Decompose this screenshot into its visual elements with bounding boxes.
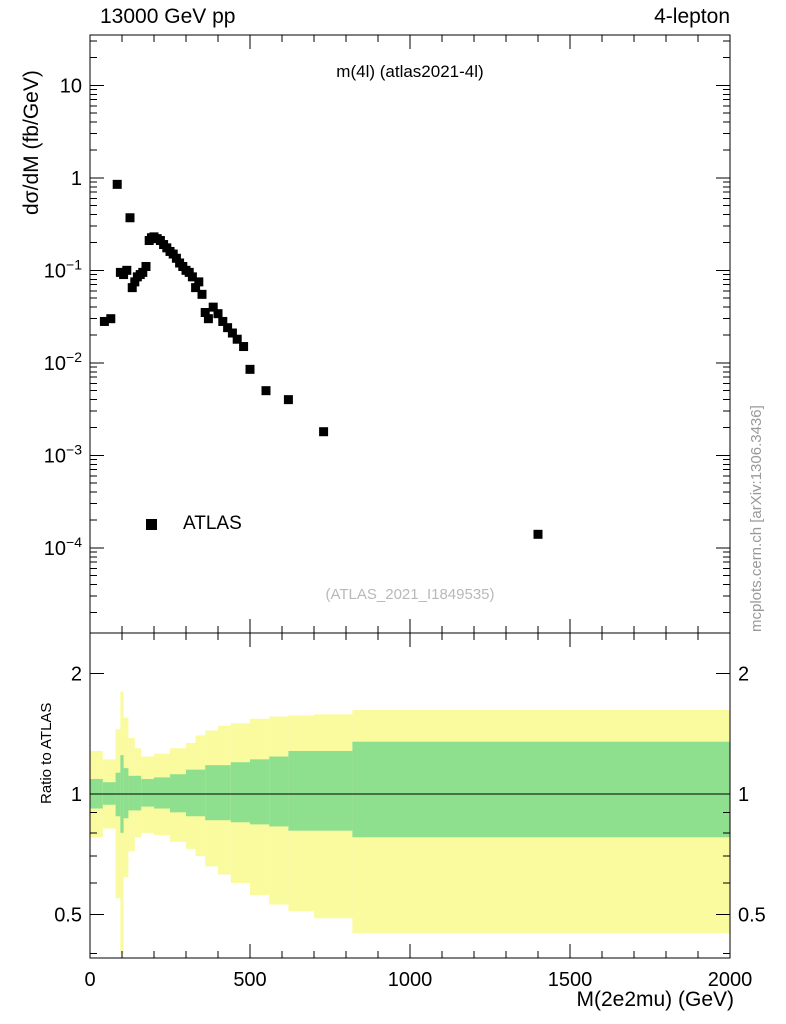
svg-text:0.5: 0.5 <box>54 905 82 927</box>
data-point <box>239 342 249 352</box>
svg-text:1: 1 <box>71 168 82 190</box>
data-point <box>130 277 140 287</box>
data-point <box>533 529 543 539</box>
header-analysis-label: 4-lepton <box>654 5 730 28</box>
plot-title: m(4l) (atlas2021-4l) <box>336 62 484 81</box>
legend-label: ATLAS <box>183 513 242 534</box>
svg-text:1: 1 <box>738 784 749 806</box>
data-point <box>200 307 210 317</box>
svg-text:0: 0 <box>84 969 95 991</box>
data-point <box>283 395 293 405</box>
svg-text:1000: 1000 <box>388 969 433 991</box>
data-point <box>171 253 181 263</box>
ratio-axis-title: Ratio to ATLAS <box>38 702 55 804</box>
analysis-id-watermark: (ATLAS_2021_I1849535) <box>325 586 495 603</box>
data-point <box>127 283 137 293</box>
data-point <box>218 316 228 326</box>
ratio-band-inner <box>90 741 730 838</box>
data-point <box>187 272 197 282</box>
svg-text:10−2: 10−2 <box>44 349 82 375</box>
svg-text:1: 1 <box>71 784 82 806</box>
data-point <box>112 179 122 189</box>
data-point <box>213 309 223 319</box>
data-point <box>261 386 271 396</box>
svg-text:500: 500 <box>233 969 266 991</box>
data-point <box>106 314 116 324</box>
data-point <box>141 261 151 271</box>
svg-text:0.5: 0.5 <box>738 905 766 927</box>
data-point <box>208 302 218 312</box>
data-points <box>99 179 543 539</box>
svg-text:10−1: 10−1 <box>44 256 82 282</box>
data-point <box>223 323 233 333</box>
legend-square-marker-icon <box>146 518 157 530</box>
data-point <box>191 283 201 293</box>
legend: ATLAS <box>146 513 242 535</box>
data-point <box>319 427 329 437</box>
data-point <box>125 213 135 223</box>
data-point <box>232 334 242 344</box>
svg-text:1500: 1500 <box>548 969 593 991</box>
svg-text:10: 10 <box>60 75 82 97</box>
svg-text:2000: 2000 <box>708 969 753 991</box>
data-point <box>138 267 148 277</box>
header-beam-label: 13000 GeV pp <box>100 5 236 28</box>
data-point <box>245 364 255 374</box>
svg-text:2: 2 <box>738 663 749 685</box>
data-point <box>194 277 204 287</box>
data-point <box>227 328 237 338</box>
axis-ticks <box>89 35 731 958</box>
svg-text:2: 2 <box>71 663 82 685</box>
svg-text:10−3: 10−3 <box>44 441 82 467</box>
mcplots-arxiv-watermark: mcplots.cern.ch [arXiv:1306.3436] <box>748 405 765 632</box>
data-point <box>99 316 109 326</box>
data-point <box>122 265 132 275</box>
data-point <box>197 289 207 299</box>
svg-text:10−4: 10−4 <box>44 534 82 560</box>
tick-labels: 10 1 10−1 10−2 10−3 10−4 0.5 0.5 1 1 2 2 0 500 1000 150… <box>44 75 766 991</box>
x-axis-title: M(2e2mu) (GeV) <box>576 988 734 1011</box>
y-axis-title: dσ/dM (fb/GeV) <box>20 70 43 215</box>
data-point <box>203 314 213 324</box>
